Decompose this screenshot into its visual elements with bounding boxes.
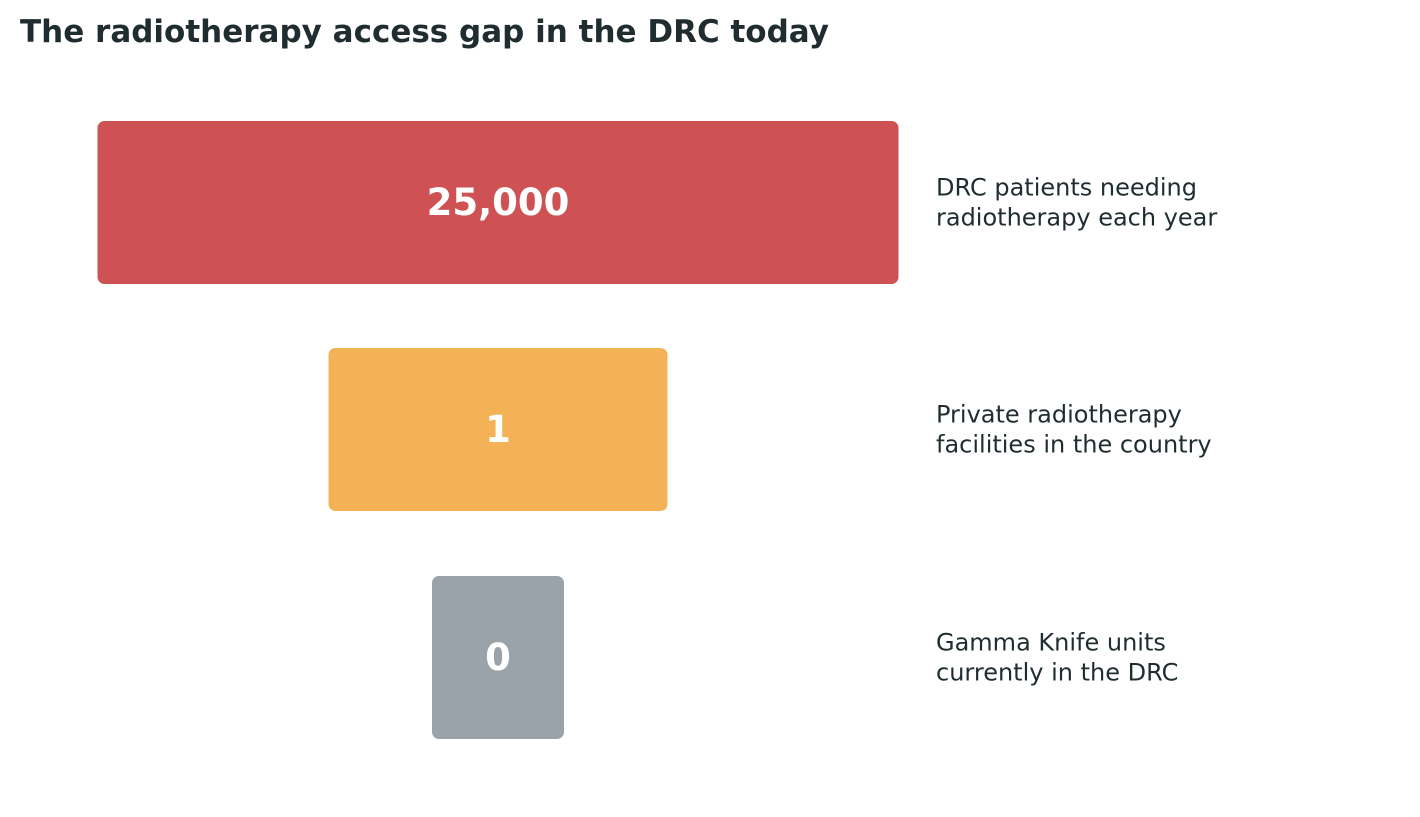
bar-1: [97, 121, 899, 284]
bar-3: [432, 576, 564, 739]
bar-description-line: Gamma Knife units: [936, 629, 1166, 657]
chart-title: The radiotherapy access gap in the DRC t…: [20, 14, 829, 50]
bar-description-line: Private radiotherapy: [936, 401, 1182, 429]
bar-description-line: radiotherapy each year: [936, 204, 1217, 232]
bar-description-line: DRC patients needing: [936, 174, 1197, 202]
bar-value-label: 0: [485, 636, 511, 679]
bar-value-label: 1: [485, 408, 511, 451]
bar-description-line: currently in the DRC: [936, 659, 1178, 687]
bar-description-line: facilities in the country: [936, 431, 1212, 459]
bar-2: [328, 348, 668, 511]
bar-value-label: 25,000: [427, 181, 570, 224]
